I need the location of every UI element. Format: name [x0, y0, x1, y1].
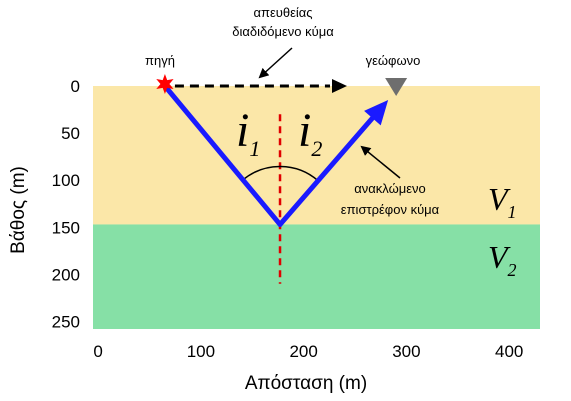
upper-layer	[93, 86, 540, 225]
direct-wave-arrowhead	[332, 79, 347, 93]
x-tick-label: 100	[187, 342, 215, 361]
y-tick-label: 0	[71, 77, 80, 96]
incident-ray	[162, 83, 283, 227]
reflected-wave-label-line2: επιστρέφον κύμα	[341, 202, 440, 217]
incidence-angle-label: i1	[236, 104, 260, 161]
x-tick-label: 0	[93, 342, 102, 361]
y-tick-label: 50	[61, 124, 80, 143]
y-axis-ticks: 0 50 100 150 200 250	[52, 77, 80, 331]
lower-layer	[93, 224, 540, 329]
reflected-wave-callout-arrow	[360, 145, 401, 179]
x-tick-label: 300	[392, 342, 420, 361]
y-axis-title: Βάθος (m)	[8, 166, 29, 254]
x-axis-ticks: 0 100 200 300 400	[93, 342, 523, 361]
direct-wave-callout-arrow	[258, 47, 293, 79]
y-tick-label: 250	[52, 312, 80, 331]
reflected-ray-arrowhead	[364, 100, 389, 126]
source-star-icon	[156, 74, 174, 94]
y-tick-label: 150	[52, 218, 80, 237]
reflected-ray	[277, 112, 378, 227]
reflected-wave-label-line1: ανακλώμενο	[354, 181, 426, 196]
geophone-label: γεώφωνο	[366, 53, 421, 68]
x-tick-label: 400	[495, 342, 523, 361]
y-tick-label: 200	[52, 265, 80, 284]
x-axis-title: Απόσταση (m)	[245, 373, 367, 394]
source-label: πηγή	[145, 53, 175, 68]
direct-wave-label-line2: διαδιδόμενο κύμα	[232, 24, 334, 39]
x-tick-label: 200	[289, 342, 317, 361]
angle-arc	[242, 165, 319, 182]
lower-layer-velocity-label: V2	[488, 239, 517, 280]
direct-wave-label-line1: απευθείας	[253, 5, 312, 20]
reflection-angle-label: i2	[298, 104, 322, 161]
upper-layer-velocity-label: V1	[488, 181, 517, 222]
y-tick-label: 100	[52, 171, 80, 190]
geophone-triangle-icon	[385, 78, 408, 96]
